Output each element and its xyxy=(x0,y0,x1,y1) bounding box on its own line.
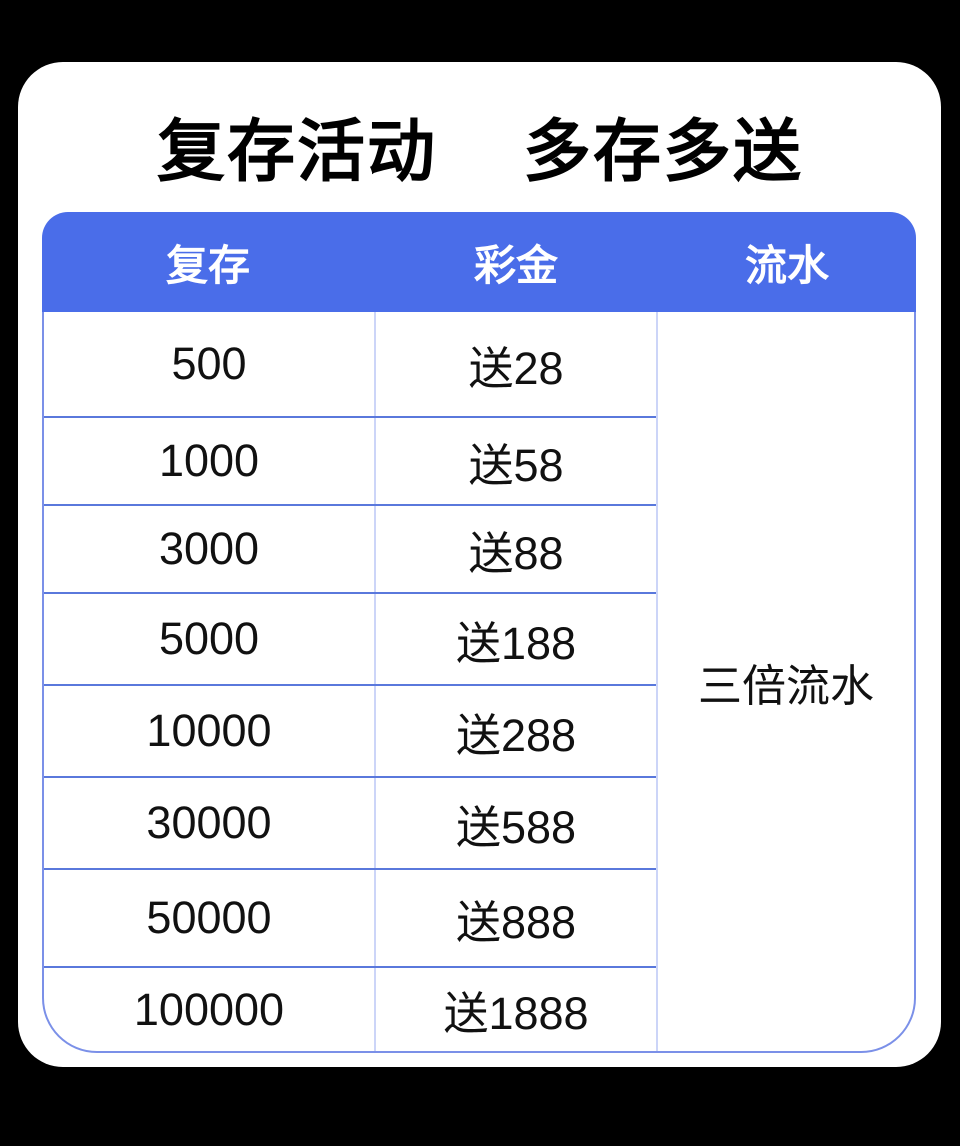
bonus-cell: 送588 xyxy=(374,778,656,868)
table-row: 1000 送58 xyxy=(44,418,656,506)
bonus-cell: 送888 xyxy=(374,870,656,966)
deposit-cell: 3000 xyxy=(158,523,260,574)
table-row: 10000 送288 xyxy=(44,686,656,778)
table-row: 50000 送888 xyxy=(44,870,656,968)
deposit-cell: 100000 xyxy=(133,983,285,1035)
table-row: 3000 送88 xyxy=(44,506,656,594)
deposit-cell: 500 xyxy=(171,338,247,389)
column-header-turnover: 流水 xyxy=(744,241,829,289)
bonus-cell: 送288 xyxy=(374,686,656,776)
deposit-cell: 5000 xyxy=(158,613,260,664)
bonus-cell: 送188 xyxy=(374,594,656,684)
table-rows: 500 送28 1000 送58 3000 送88 5000 送188 1000… xyxy=(44,312,656,1051)
title-part-1: 复存活动 xyxy=(156,114,437,190)
bonus-cell: 送1888 xyxy=(374,968,656,1051)
table-header: 复存 彩金 流水 xyxy=(42,212,916,312)
table-row: 30000 送588 xyxy=(44,778,656,870)
column-header-deposit: 复存 xyxy=(165,241,250,289)
bonus-cell: 送58 xyxy=(374,418,656,504)
deposit-cell: 30000 xyxy=(146,797,272,848)
table-row: 500 送28 xyxy=(44,312,656,418)
title-part-2: 多存多送 xyxy=(523,114,804,190)
bonus-cell: 送28 xyxy=(374,312,656,416)
bonus-cell: 送88 xyxy=(374,506,656,592)
page-title: 复存活动 多存多送 xyxy=(0,96,960,195)
turnover-cell: 三倍流水 xyxy=(656,312,914,1051)
column-header-bonus: 彩金 xyxy=(473,241,558,289)
deposit-cell: 10000 xyxy=(146,705,272,756)
table-body: 500 送28 1000 送58 3000 送88 5000 送188 1000… xyxy=(42,312,916,1053)
table-row: 100000 送1888 xyxy=(44,968,656,1051)
deposit-cell: 50000 xyxy=(146,892,272,943)
table-row: 5000 送188 xyxy=(44,594,656,686)
deposit-cell: 1000 xyxy=(158,435,260,486)
